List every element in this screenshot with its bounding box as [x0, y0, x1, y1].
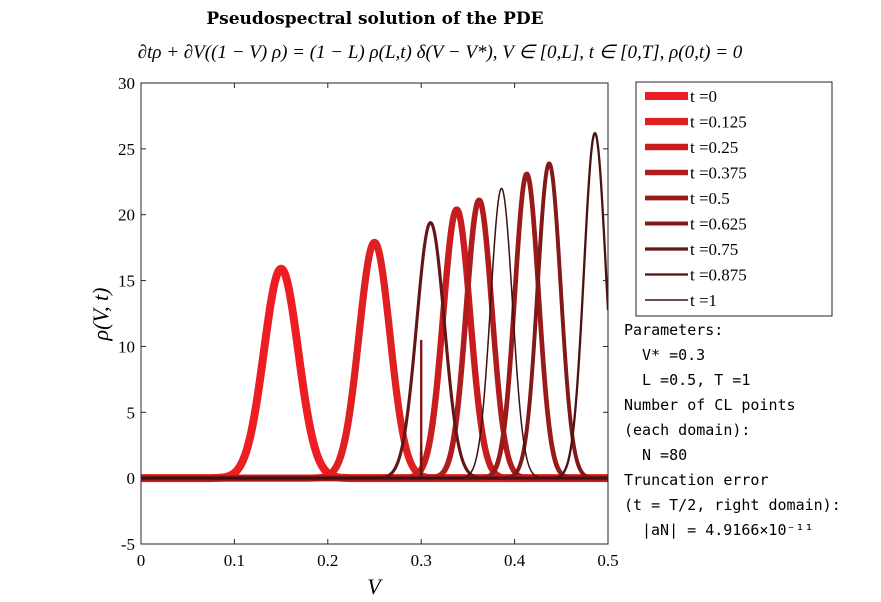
chart-subtitle: ∂tρ + ∂V((1 − V) ρ) = (1 − L) ρ(L,t) δ(V… [138, 42, 743, 63]
y-tick-label: -5 [121, 535, 135, 554]
x-axis-label: V [367, 574, 383, 599]
legend-label-1: t =0.125 [690, 113, 747, 132]
y-tick-label: 15 [118, 272, 135, 291]
y-tick-label: 0 [127, 469, 136, 488]
legend-label-7: t =0.875 [690, 266, 747, 285]
plot-frame [140, 82, 609, 545]
y-tick-label: 20 [118, 206, 135, 225]
annotations: Parameters: V* =0.3 L =0.5, T =1 Number … [624, 321, 841, 539]
series-layer [141, 131, 608, 483]
y-tick-label: 30 [118, 74, 135, 93]
x-tick-label: 0 [137, 551, 146, 570]
legend-label-2: t =0.25 [690, 138, 738, 157]
legend-label-5: t =0.625 [690, 215, 747, 234]
x-tick-label: 0.3 [411, 551, 432, 570]
n-value: N =80 [642, 446, 687, 464]
truncation-heading: Truncation error [624, 471, 769, 489]
legend: t =0 t =0.125 t =0.25 t =0.375 t =0.5 t =0.62… [635, 81, 833, 317]
x-tick-label: 0.4 [504, 551, 526, 570]
y-tick-label: 25 [118, 140, 135, 159]
x-tick-label: 0.2 [317, 551, 338, 570]
y-tick-label: 5 [127, 403, 136, 422]
legend-label-0: t =0 [690, 87, 717, 106]
legend-label-8: t =1 [690, 291, 717, 310]
truncation-subheading: (t = T/2, right domain): [624, 496, 841, 514]
legend-label-4: t =0.5 [690, 189, 730, 208]
v-star-value: V* =0.3 [642, 346, 705, 364]
truncation-value: |aN| = 4.9166×10⁻¹¹ [642, 521, 814, 539]
cl-points-heading: Number of CL points [624, 396, 796, 414]
chart-title: Pseudospectral solution of the PDE [206, 9, 543, 29]
x-tick-label: 0.1 [224, 551, 245, 570]
l-t-values: L =0.5, T =1 [642, 371, 750, 389]
cl-points-subheading: (each domain): [624, 421, 750, 439]
y-axis-label: ρ(V, t) [88, 288, 113, 342]
x-tick-label: 0.5 [597, 551, 618, 570]
parameters-heading: Parameters: [624, 321, 723, 339]
legend-items: t =0 t =0.125 t =0.25 t =0.375 t =0.5 t =0.62… [645, 87, 747, 310]
series-line-8 [141, 187, 608, 479]
legend-label-6: t =0.75 [690, 240, 738, 259]
y-tick-label: 10 [118, 337, 135, 356]
legend-label-3: t =0.375 [690, 164, 747, 183]
